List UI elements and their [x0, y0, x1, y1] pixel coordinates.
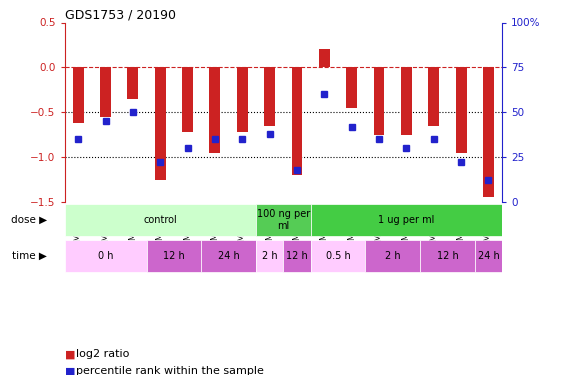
Bar: [146, 240, 201, 272]
Text: 1 ug per ml: 1 ug per ml: [378, 215, 435, 225]
Text: time ▶: time ▶: [12, 251, 47, 261]
Text: 12 h: 12 h: [436, 251, 458, 261]
Text: 100 ng per
ml: 100 ng per ml: [257, 209, 310, 231]
Bar: [311, 240, 365, 272]
Bar: [475, 240, 502, 272]
Text: ■: ■: [65, 350, 75, 359]
Bar: [420, 240, 475, 272]
Bar: [256, 240, 283, 272]
Bar: [292, 68, 302, 175]
Bar: [256, 204, 311, 236]
Bar: [73, 68, 84, 123]
Text: ■: ■: [65, 366, 75, 375]
Bar: [65, 240, 146, 272]
Text: 0.5 h: 0.5 h: [325, 251, 351, 261]
Bar: [456, 68, 467, 153]
Bar: [374, 68, 384, 135]
Text: control: control: [144, 215, 177, 225]
Text: 0 h: 0 h: [98, 251, 113, 261]
Bar: [237, 68, 248, 132]
Bar: [155, 68, 165, 180]
Text: 12 h: 12 h: [286, 251, 308, 261]
Bar: [365, 240, 420, 272]
Text: 12 h: 12 h: [163, 251, 185, 261]
Bar: [428, 68, 439, 126]
Text: 2 h: 2 h: [385, 251, 401, 261]
Text: 24 h: 24 h: [218, 251, 240, 261]
Text: GDS1753 / 20190: GDS1753 / 20190: [65, 8, 176, 21]
Text: log2 ratio: log2 ratio: [76, 350, 129, 359]
Bar: [346, 68, 357, 108]
Text: percentile rank within the sample: percentile rank within the sample: [76, 366, 264, 375]
Bar: [182, 68, 193, 132]
Bar: [209, 68, 220, 153]
Bar: [201, 240, 256, 272]
Bar: [311, 204, 502, 236]
Bar: [319, 50, 330, 68]
Text: dose ▶: dose ▶: [11, 215, 47, 225]
Bar: [264, 68, 275, 126]
Text: 2 h: 2 h: [262, 251, 278, 261]
Bar: [127, 68, 139, 99]
Bar: [100, 68, 111, 117]
Text: 24 h: 24 h: [477, 251, 499, 261]
Bar: [283, 240, 311, 272]
Bar: [483, 68, 494, 198]
Bar: [65, 204, 256, 236]
Bar: [401, 68, 412, 135]
